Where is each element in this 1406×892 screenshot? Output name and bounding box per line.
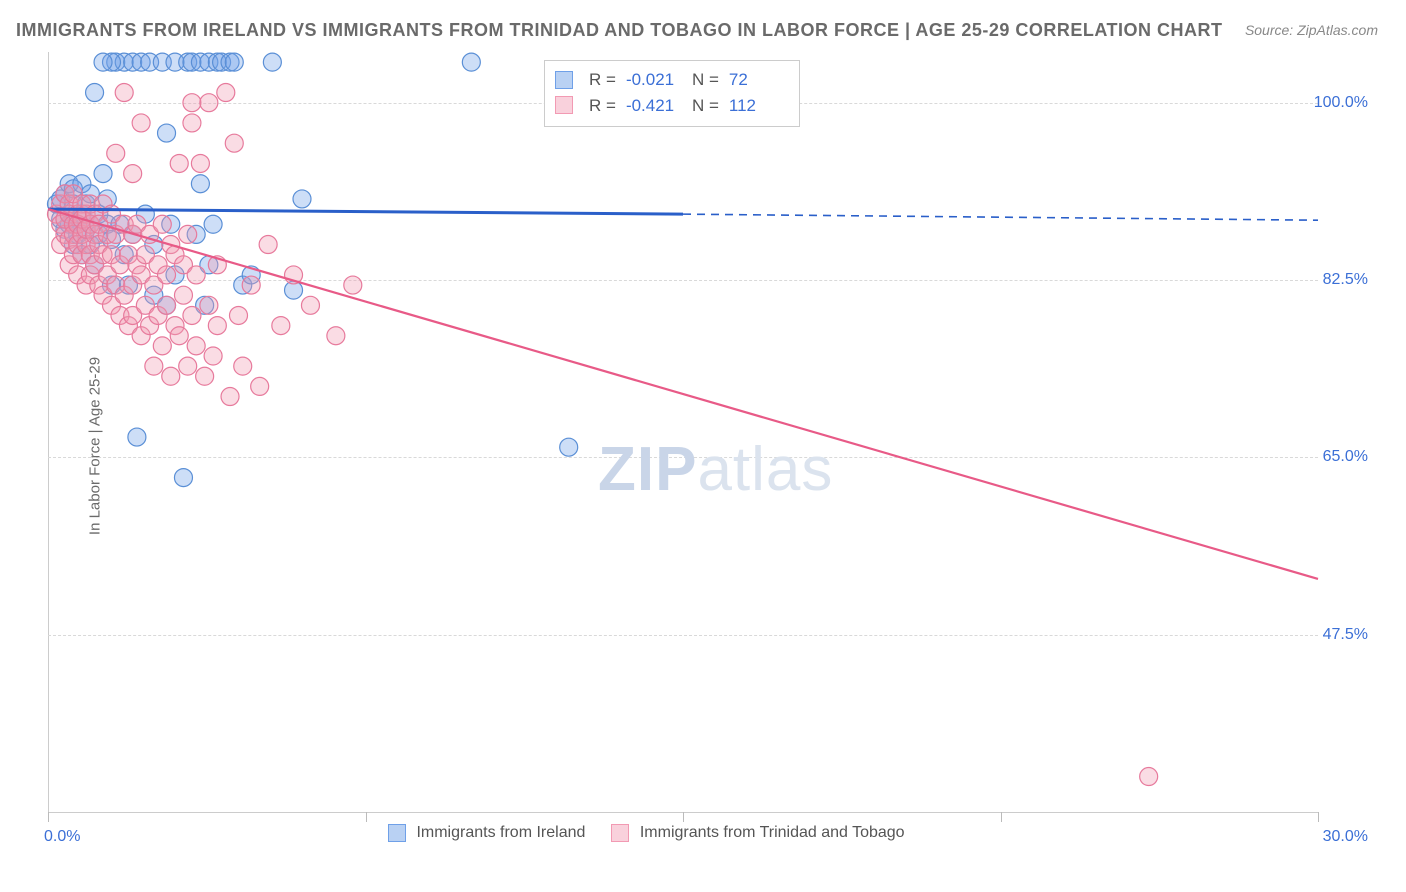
scatter-point [94, 165, 112, 183]
scatter-point [272, 317, 290, 335]
scatter-point [115, 84, 133, 102]
scatter-point [174, 469, 192, 487]
x-tick [1318, 812, 1319, 822]
r-value: -0.021 [626, 67, 682, 93]
scatter-point [179, 357, 197, 375]
scatter-point [162, 367, 180, 385]
scatter-point [204, 347, 222, 365]
y-tick-label: 65.0% [1323, 448, 1368, 466]
scatter-point [301, 296, 319, 314]
y-tick-label: 47.5% [1323, 626, 1368, 644]
n-value: 72 [729, 67, 785, 93]
scatter-point [170, 327, 188, 345]
legend-swatch-ireland [388, 824, 406, 842]
chart-svg [48, 52, 1318, 812]
scatter-point [158, 266, 176, 284]
scatter-point [208, 317, 226, 335]
stats-legend-box: R = -0.021 N = 72 R = -0.421 N = 112 [544, 60, 800, 127]
scatter-point [344, 276, 362, 294]
scatter-point [225, 53, 243, 71]
scatter-point [132, 114, 150, 132]
scatter-point [230, 306, 248, 324]
scatter-point [174, 286, 192, 304]
scatter-point [196, 367, 214, 385]
scatter-point [128, 428, 146, 446]
scatter-point [200, 94, 218, 112]
n-label: N = [692, 67, 719, 93]
scatter-point [251, 377, 269, 395]
scatter-point [179, 225, 197, 243]
scatter-point [234, 357, 252, 375]
y-tick-label: 100.0% [1314, 94, 1368, 112]
scatter-point [560, 438, 578, 456]
legend-item: Immigrants from Ireland [388, 824, 585, 842]
r-label: R = [589, 93, 616, 119]
scatter-point [183, 114, 201, 132]
scatter-point [183, 306, 201, 324]
x-tick-label-max: 30.0% [1323, 828, 1368, 846]
scatter-point [200, 296, 218, 314]
scatter-point [259, 236, 277, 254]
scatter-point [86, 84, 104, 102]
scatter-point [293, 190, 311, 208]
legend-label: Immigrants from Ireland [416, 824, 585, 841]
chart-title: IMMIGRANTS FROM IRELAND VS IMMIGRANTS FR… [16, 20, 1223, 41]
regression-line-dashed [683, 214, 1318, 220]
scatter-point [225, 134, 243, 152]
scatter-point [191, 175, 209, 193]
scatter-point [217, 84, 235, 102]
scatter-point [153, 215, 171, 233]
scatter-point [191, 154, 209, 172]
scatter-point [158, 296, 176, 314]
scatter-point [462, 53, 480, 71]
legend-swatch-trinidad [611, 824, 629, 842]
series-swatch-trinidad [555, 96, 573, 114]
scatter-point [187, 266, 205, 284]
legend-item: Immigrants from Trinidad and Tobago [611, 824, 904, 842]
y-tick-label: 82.5% [1323, 271, 1368, 289]
x-tick [683, 812, 684, 822]
scatter-point [1140, 768, 1158, 786]
scatter-point [204, 215, 222, 233]
scatter-point [170, 154, 188, 172]
source-attribution: Source: ZipAtlas.com [1245, 22, 1378, 38]
r-value: -0.421 [626, 93, 682, 119]
x-tick [48, 812, 49, 822]
scatter-point [153, 337, 171, 355]
series-swatch-ireland [555, 71, 573, 89]
plot-area: 47.5%65.0%82.5%100.0% ZIPatlas R = -0.02… [48, 52, 1386, 842]
x-tick-label-min: 0.0% [44, 828, 80, 846]
scatter-point [107, 144, 125, 162]
n-value: 112 [729, 93, 785, 119]
x-tick [1001, 812, 1002, 822]
r-label: R = [589, 67, 616, 93]
stats-row: R = -0.021 N = 72 [555, 67, 785, 93]
scatter-point [221, 388, 239, 406]
scatter-point [183, 94, 201, 112]
n-label: N = [692, 93, 719, 119]
scatter-point [263, 53, 281, 71]
scatter-point [124, 165, 142, 183]
legend-bottom: Immigrants from Ireland Immigrants from … [388, 824, 905, 842]
scatter-point [145, 357, 163, 375]
scatter-point [158, 124, 176, 142]
x-tick [366, 812, 367, 822]
scatter-point [242, 276, 260, 294]
scatter-point [187, 337, 205, 355]
scatter-point [94, 53, 112, 71]
legend-label: Immigrants from Trinidad and Tobago [640, 824, 905, 841]
scatter-point [327, 327, 345, 345]
stats-row: R = -0.421 N = 112 [555, 93, 785, 119]
